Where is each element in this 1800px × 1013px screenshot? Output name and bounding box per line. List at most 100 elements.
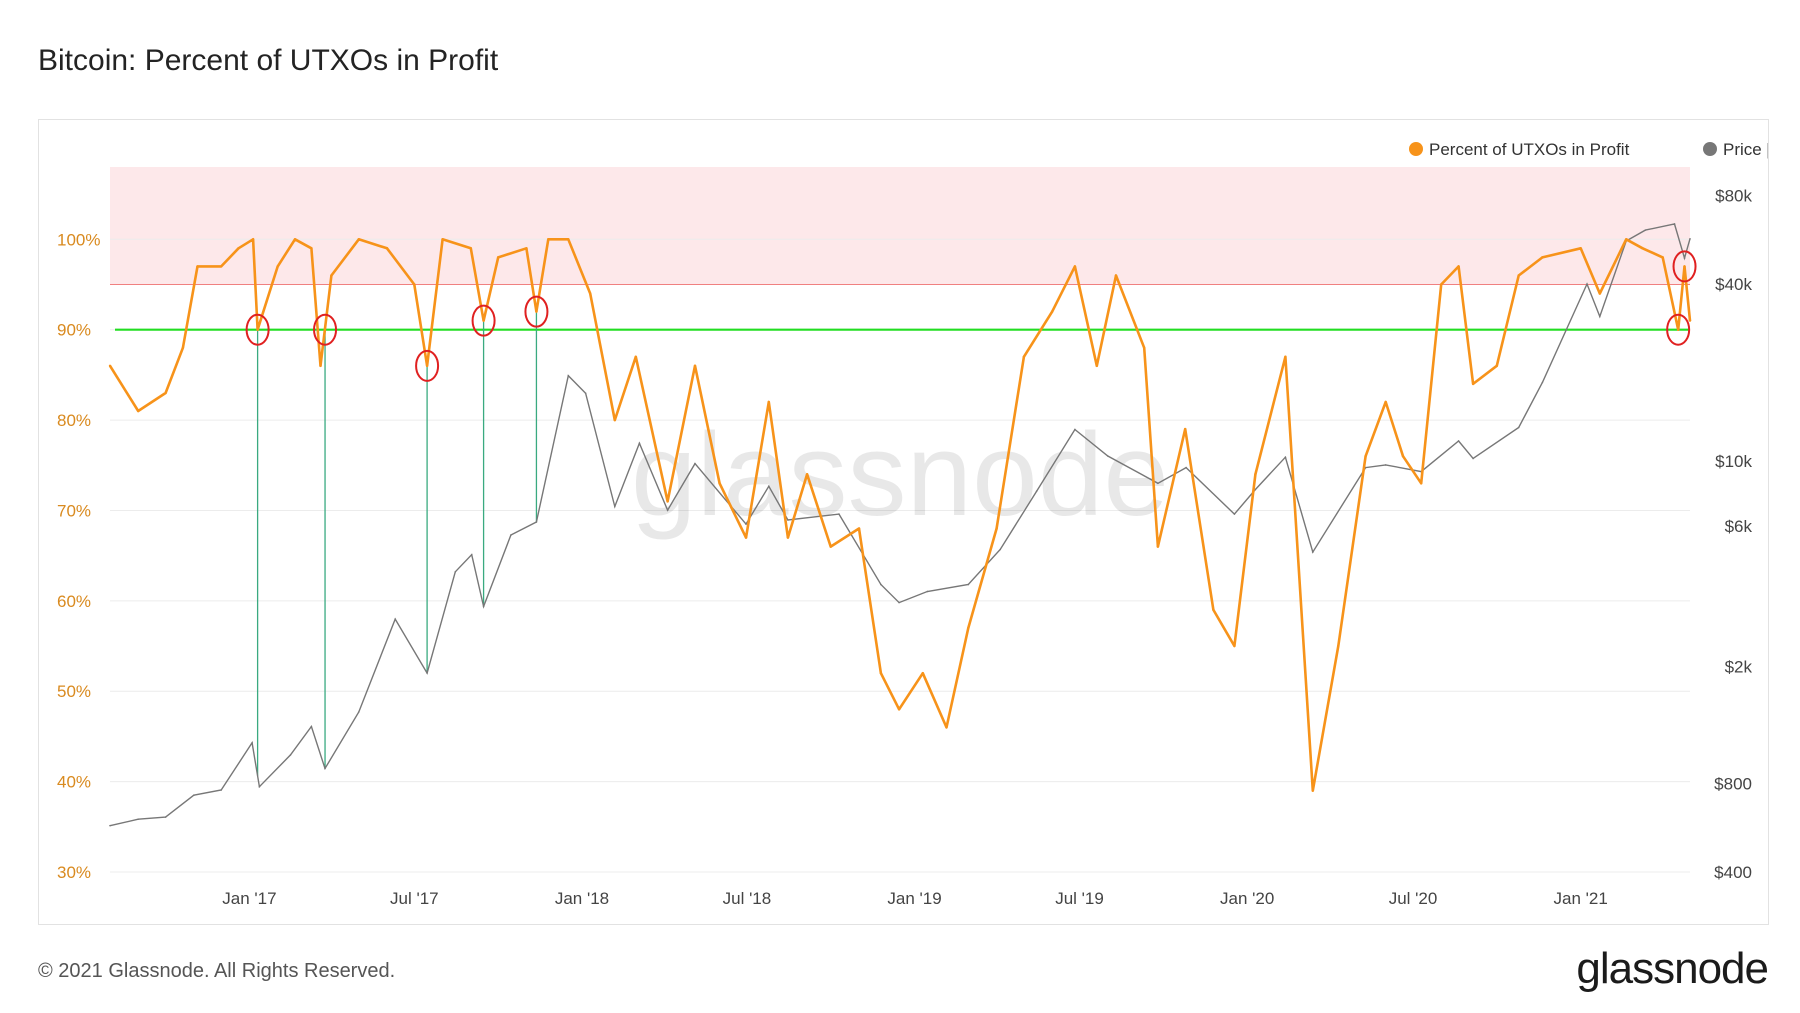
- dip-marker-circle: [245, 313, 270, 346]
- profit-point: [181, 346, 185, 349]
- profit-point: [1073, 265, 1077, 268]
- copyright-text: © 2021 Glassnode. All Rights Reserved.: [38, 960, 396, 982]
- price-point: [510, 534, 512, 536]
- chart-container: glassnode 30% 40% 50% 60% 70% 80% 90% 100% $400 $8…: [38, 119, 1769, 925]
- profit-point: [897, 708, 901, 711]
- y-left-tick-label: 30%: [57, 863, 91, 882]
- profit-point: [108, 364, 112, 368]
- price-point: [880, 583, 882, 586]
- profit-point: [744, 536, 748, 539]
- y-left-tick-label: 90%: [57, 321, 91, 340]
- price-point: [1106, 455, 1109, 457]
- profit-point: [1688, 319, 1692, 322]
- profit-point: [857, 527, 861, 530]
- price-point: [787, 519, 789, 521]
- profit-point: [251, 238, 255, 241]
- profit-point: [634, 355, 637, 359]
- price-point: [1673, 223, 1676, 225]
- profit-point: [1311, 789, 1314, 792]
- profit-point: [995, 527, 998, 530]
- profit-point: [1683, 265, 1686, 268]
- profit-point: [1156, 545, 1160, 548]
- profit-point: [1142, 346, 1146, 349]
- price-point: [289, 754, 292, 756]
- price-point: [1689, 237, 1691, 240]
- profit-point: [385, 247, 389, 250]
- profit-point: [786, 536, 790, 539]
- profit-line: [108, 238, 1692, 792]
- price-point: [164, 816, 167, 818]
- profit-point: [1676, 328, 1680, 331]
- profit-point: [1401, 455, 1405, 458]
- profit-point: [196, 265, 199, 268]
- overheated-band: [110, 167, 1690, 285]
- profit-point: [693, 364, 697, 368]
- price-point: [454, 570, 457, 573]
- price-point: [535, 521, 538, 523]
- price-point: [567, 374, 570, 377]
- price-point: [1185, 466, 1187, 469]
- price-point: [1586, 283, 1588, 285]
- profit-point: [413, 283, 416, 286]
- profit-point: [164, 391, 167, 395]
- price-point: [1517, 426, 1520, 429]
- profit-point: [137, 409, 140, 413]
- price-point: [1472, 457, 1474, 460]
- profit-point: [535, 310, 538, 313]
- y-left-tick-label: 70%: [57, 501, 91, 520]
- y-right-tick-label: $6k: [1725, 517, 1753, 536]
- profit-point: [1212, 608, 1215, 612]
- profit-point: [547, 238, 550, 241]
- price-point: [394, 618, 397, 620]
- profit-point: [1541, 256, 1544, 259]
- percent-utxos-profit-chart: glassnode 30% 40% 50% 60% 70% 80% 90% 100% $400 $8…: [57, 140, 1768, 908]
- profit-point: [879, 671, 883, 675]
- profit-point: [967, 626, 970, 630]
- dip-marker-circle: [415, 349, 440, 382]
- profit-point: [1419, 482, 1423, 485]
- price-point: [1157, 482, 1159, 485]
- profit-point: [1284, 355, 1287, 359]
- price-point: [470, 553, 473, 556]
- y-left-tick-label: 80%: [57, 411, 91, 430]
- price-point: [426, 672, 428, 674]
- profit-point: [1022, 355, 1026, 359]
- profit-point: [276, 265, 279, 268]
- y-right-tick-label: $2k: [1725, 658, 1753, 677]
- profit-point: [525, 247, 528, 250]
- dip-marker-circle: [313, 313, 338, 346]
- x-tick-label: Jan '21: [1554, 889, 1608, 908]
- price-point: [137, 818, 140, 820]
- profit-point: [1661, 256, 1664, 259]
- price-point: [584, 392, 587, 395]
- profit-point: [1184, 427, 1187, 431]
- x-tick-label: Jul '18: [723, 889, 772, 908]
- y-left-tick-label: 50%: [57, 682, 91, 701]
- profit-point: [1233, 644, 1236, 648]
- y-left-tick-label: 40%: [57, 773, 91, 792]
- y-right-tick-label: $800: [1714, 774, 1752, 793]
- x-tick-label: Jul '19: [1055, 889, 1104, 908]
- x-tick-label: Jan '18: [555, 889, 609, 908]
- profit-point: [718, 482, 721, 485]
- profit-point: [588, 292, 592, 295]
- profit-point: [357, 238, 360, 241]
- legend-marker: [1409, 142, 1423, 156]
- profit-point: [1625, 238, 1628, 241]
- price-point: [1598, 315, 1601, 318]
- glassnode-logo: glassnode: [1576, 944, 1769, 993]
- chart-title: Bitcoin: Percent of UTXOs in Profit: [38, 44, 499, 77]
- price-point: [613, 505, 616, 508]
- profit-point: [767, 400, 770, 404]
- price-point: [838, 513, 840, 515]
- price-point: [1457, 440, 1460, 442]
- price-point: [357, 711, 360, 713]
- profit-point: [829, 545, 832, 548]
- profit-point: [1364, 455, 1367, 458]
- price-point: [1284, 456, 1287, 459]
- y-left-tick-label: 60%: [57, 592, 91, 611]
- profit-point: [293, 238, 297, 241]
- price-point: [999, 548, 1002, 551]
- price-point: [220, 789, 222, 791]
- profit-point: [1641, 247, 1644, 250]
